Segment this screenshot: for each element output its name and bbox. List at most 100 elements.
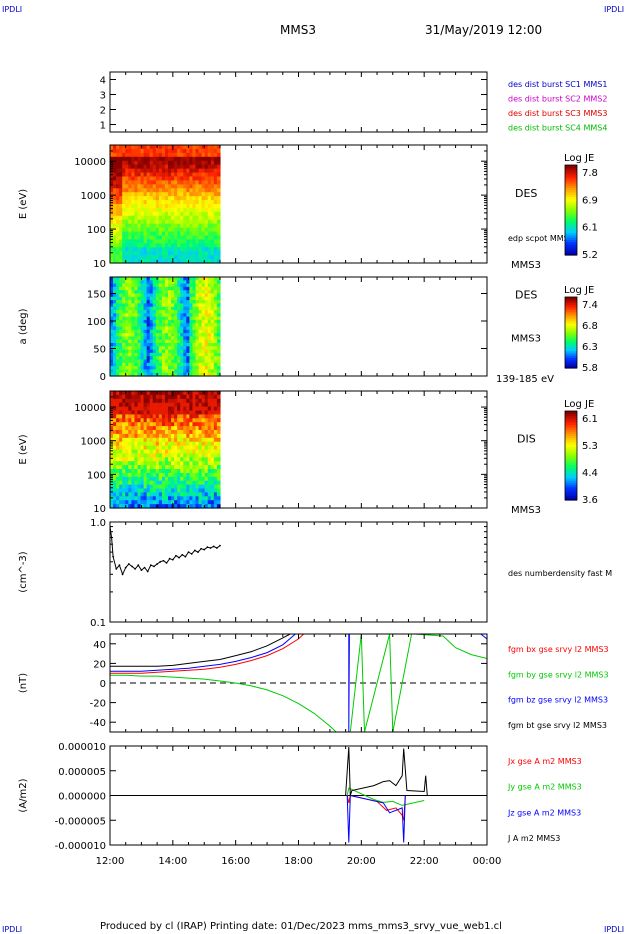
heatmap-cell [195,255,200,260]
heatmap-cell [113,152,117,158]
heatmap-cell [131,239,136,244]
heatmap-cell [171,148,175,154]
heatmap-cell [158,168,163,174]
heatmap-cell [125,391,129,396]
heatmap-cell [207,204,212,209]
heatmap-cell [143,215,148,221]
heatmap-cell [192,422,197,427]
heatmap-cell [210,223,215,229]
colorbar-tick-label: 5.3 [582,441,598,452]
heatmap-cell [207,180,212,185]
data-point [115,567,118,570]
heatmap-cell [183,200,187,205]
heatmap-cell [137,488,142,493]
heatmap-cell [216,329,221,334]
heatmap-cell [198,164,203,170]
heatmap-cell [177,239,181,244]
heatmap-cell [216,394,221,400]
series-line-1 [110,634,487,732]
heatmap-cell [158,259,163,264]
heatmap-cell [143,296,148,301]
heatmap-cell [131,172,136,178]
heatmap-cell [155,366,160,370]
heatmap-cell [201,492,206,497]
heatmap-cell [174,362,178,367]
heatmap-cell [128,243,132,248]
heatmap-cell [183,352,187,357]
heatmap-cell [189,296,194,301]
heatmap-cell [143,148,148,154]
heatmap-cell [183,255,187,260]
heatmap-cell [116,184,120,189]
heatmap-cell [213,356,218,361]
heatmap-cell [204,211,209,217]
heatmap-cell [113,251,117,256]
heatmap-cell [210,369,215,374]
heatmap-cell [113,176,117,181]
heatmap-cell [140,453,145,458]
heatmap-cell [204,437,209,443]
heatmap-cell [122,223,126,229]
heatmap-cell [155,286,160,291]
heatmap-cell [110,336,114,341]
heatmap-cell [122,402,126,408]
heatmap-cell [155,277,160,281]
heatmap-cell [128,465,132,470]
heatmap-cell [171,453,175,458]
heatmap-cell [168,426,172,431]
heatmap-cell [116,453,120,458]
heatmap-cell [110,235,114,240]
heatmap-cell [155,323,160,328]
heatmap-cell [195,160,200,166]
heatmap-cell [164,323,169,328]
heatmap-cell [192,219,197,225]
heatmap-cell [207,339,212,344]
heatmap-cell [168,168,172,174]
heatmap-cell [140,372,145,377]
heatmap-cell [125,192,129,197]
heatmap-cell [116,414,120,419]
heatmap-cell [140,235,145,240]
data-point [171,558,174,561]
heatmap-cell [137,441,142,447]
heatmap-cell [204,239,209,244]
heatmap-cell [201,247,206,252]
heatmap-cell [152,492,157,497]
heatmap-cell [174,336,178,341]
heatmap-cell [125,430,129,435]
time-axis: 12:00 14:00 16:00 18:00 20:00 22:00 00:00 [96,856,502,867]
colorbar-swatch [565,355,577,358]
heatmap-cell [183,303,187,308]
heatmap-cell [183,211,187,217]
heatmap-cell [125,488,129,493]
heatmap-cell [216,349,221,354]
heatmap-cell [189,461,194,466]
heatmap-cell [192,414,197,419]
heatmap-cell [198,290,203,295]
heatmap-cell [116,306,120,311]
heatmap-cell [128,453,132,458]
heatmap-cell [110,207,114,213]
heatmap-cell [113,426,117,431]
heatmap-cell [134,145,139,150]
heatmap-cell [125,296,129,301]
heatmap-cell [216,369,221,374]
legend-label: Jy gse A m2 MMS3 [507,783,582,792]
heatmap-cell [198,461,203,466]
heatmap-cell [204,472,209,478]
heatmap-cell [192,346,197,351]
heatmap-cell [128,319,132,324]
heatmap-cell [119,336,123,341]
heatmap-cell [198,391,203,396]
heatmap-cell [113,286,117,291]
heatmap-cell [119,480,123,486]
heatmap-cell [204,333,209,337]
heatmap-cell [161,156,166,162]
heatmap-cell [119,219,123,225]
time-tick-label: 22:00 [410,856,439,867]
heatmap-cell [119,339,123,344]
heatmap-cell [134,480,139,486]
heatmap-cell [192,488,197,493]
heatmap-cell [128,235,132,240]
heatmap-cell [204,504,209,509]
